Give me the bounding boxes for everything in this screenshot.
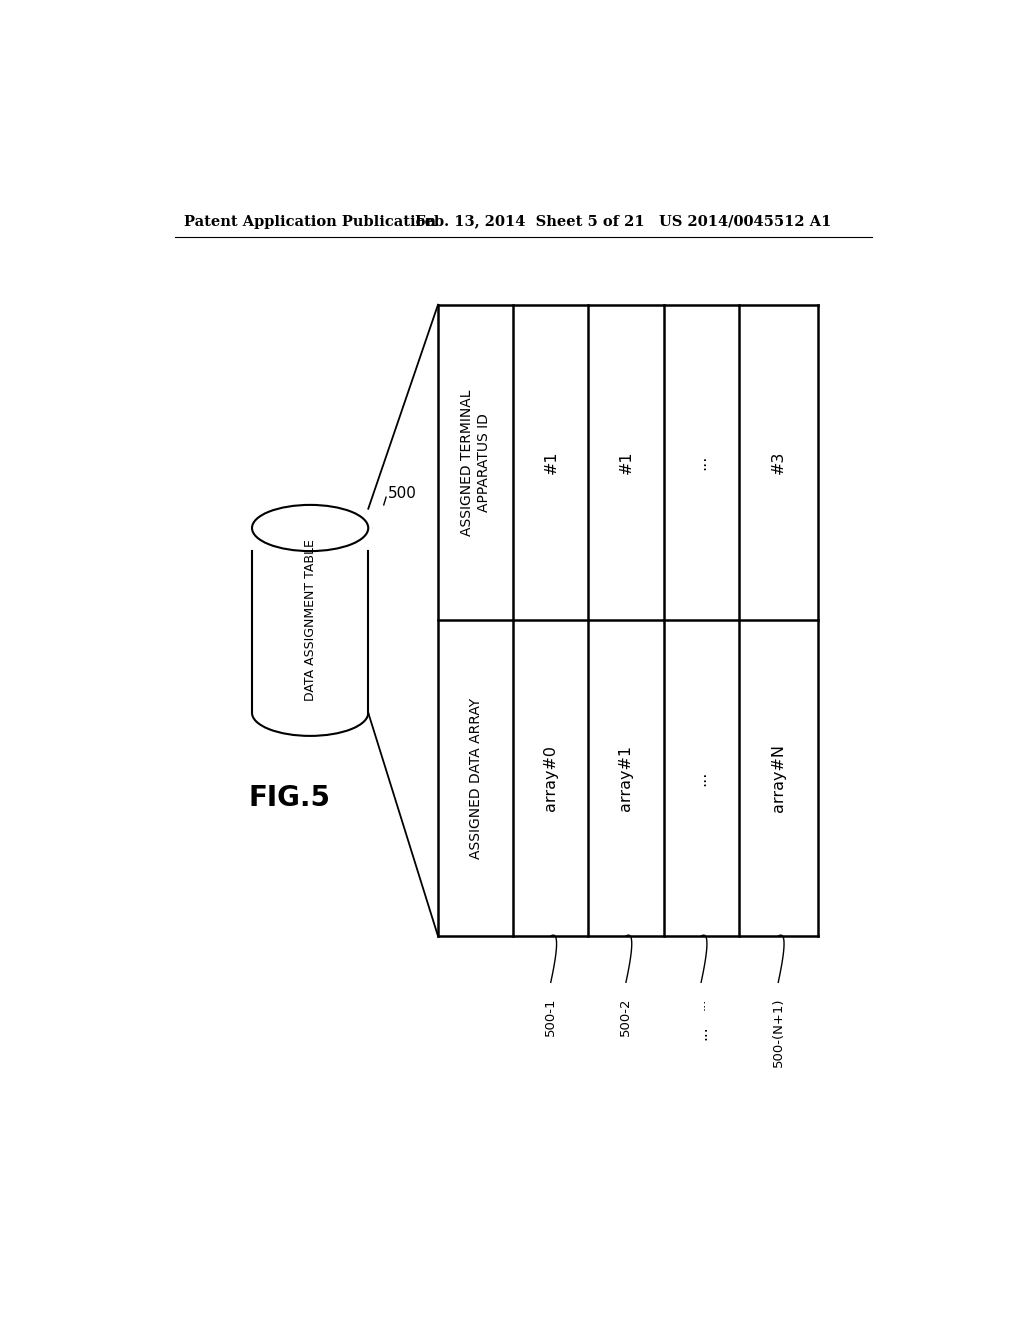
Text: Feb. 13, 2014  Sheet 5 of 21: Feb. 13, 2014 Sheet 5 of 21 — [415, 215, 644, 228]
Text: 500-2: 500-2 — [620, 998, 633, 1036]
Text: DATA ASSIGNMENT TABLE: DATA ASSIGNMENT TABLE — [304, 540, 316, 701]
Text: ...: ... — [693, 771, 709, 785]
Text: ...: ... — [694, 1026, 710, 1040]
Text: #1: #1 — [544, 450, 558, 474]
Text: array#0: array#0 — [544, 746, 558, 812]
Text: 500-(N+1): 500-(N+1) — [772, 998, 784, 1067]
Text: FIG.5: FIG.5 — [248, 784, 330, 812]
Text: #3: #3 — [771, 451, 785, 474]
Text: array#N: array#N — [771, 744, 785, 812]
Text: ASSIGNED TERMINAL
APPARATUS ID: ASSIGNED TERMINAL APPARATUS ID — [460, 389, 492, 536]
Text: Patent Application Publication: Patent Application Publication — [183, 215, 436, 228]
Text: ...: ... — [693, 455, 709, 470]
Text: array#1: array#1 — [618, 746, 634, 812]
Text: ...: ... — [694, 998, 708, 1010]
Text: 500: 500 — [388, 486, 417, 500]
Text: 500-1: 500-1 — [545, 998, 557, 1036]
Text: ASSIGNED DATA ARRAY: ASSIGNED DATA ARRAY — [469, 698, 482, 859]
Text: US 2014/0045512 A1: US 2014/0045512 A1 — [658, 215, 831, 228]
Text: #1: #1 — [618, 450, 634, 474]
